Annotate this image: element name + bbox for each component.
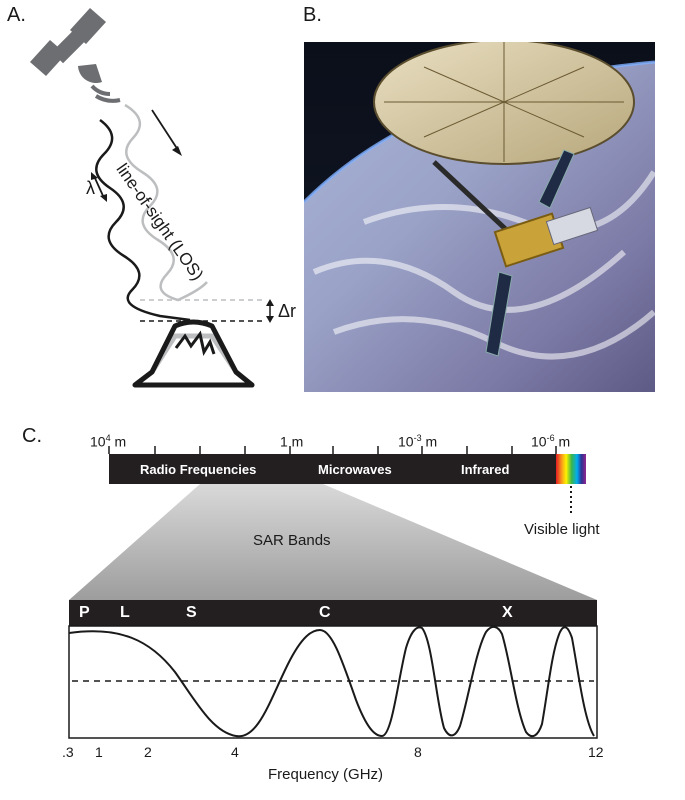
panel-label-b: B. <box>303 4 322 26</box>
region-radio-frequencies: Radio Frequencies <box>140 462 257 477</box>
panel-label-a: A. <box>7 4 26 26</box>
volcano-crater-icon <box>174 330 216 356</box>
sar-band-bar <box>69 600 597 626</box>
solar-panel-upper <box>538 149 575 209</box>
wave-measured <box>95 118 191 322</box>
scale-label-1e-6: 10-6 m <box>531 433 571 450</box>
spectrum-bar <box>109 454 559 484</box>
los-arrow <box>151 109 179 151</box>
visible-light-label: Visible light <box>524 521 600 538</box>
freq-tick-8: 8 <box>414 744 422 760</box>
satellite-illustration <box>304 42 655 392</box>
freq-tick-1: 1 <box>95 744 103 760</box>
freq-tick-12: 12 <box>588 744 604 760</box>
freq-axis-label: Frequency (GHz) <box>268 766 384 783</box>
plot-frame <box>68 625 598 739</box>
reflector-mesh <box>384 42 624 162</box>
region-infrared: Infrared <box>461 462 510 477</box>
band-x: X <box>502 604 513 621</box>
lambda-arrow <box>93 175 105 199</box>
region-microwaves: Microwaves <box>318 462 392 477</box>
delta-r-label: Δr <box>278 301 297 321</box>
freq-tick-0.3: .3 <box>62 744 74 760</box>
band-c: C <box>319 604 331 621</box>
satellite-instrument <box>545 206 599 246</box>
freq-tick-2: 2 <box>144 744 152 760</box>
solar-panel-lower <box>485 271 513 357</box>
freq-tick-4: 4 <box>231 744 239 760</box>
sar-zoom-region <box>69 484 597 600</box>
volcano-icon <box>132 319 255 388</box>
panel-label-c: C. <box>22 425 42 447</box>
satellite-icon <box>30 8 121 103</box>
visible-light-band <box>556 454 586 484</box>
band-s: S <box>186 604 197 621</box>
scale-label-1e-3: 10-3 m <box>398 433 438 450</box>
lambda-label: λ <box>86 178 95 198</box>
scale-label-1: 1 m <box>280 433 304 450</box>
band-p: P <box>79 604 90 621</box>
scale-label-1e4: 104 m <box>90 433 127 450</box>
wave-reference <box>124 103 208 302</box>
sar-bands-title: SAR Bands <box>253 532 331 549</box>
band-l: L <box>120 604 130 621</box>
response-curve <box>68 626 595 738</box>
antenna-boom <box>432 160 516 239</box>
insar-schematic <box>30 8 274 388</box>
